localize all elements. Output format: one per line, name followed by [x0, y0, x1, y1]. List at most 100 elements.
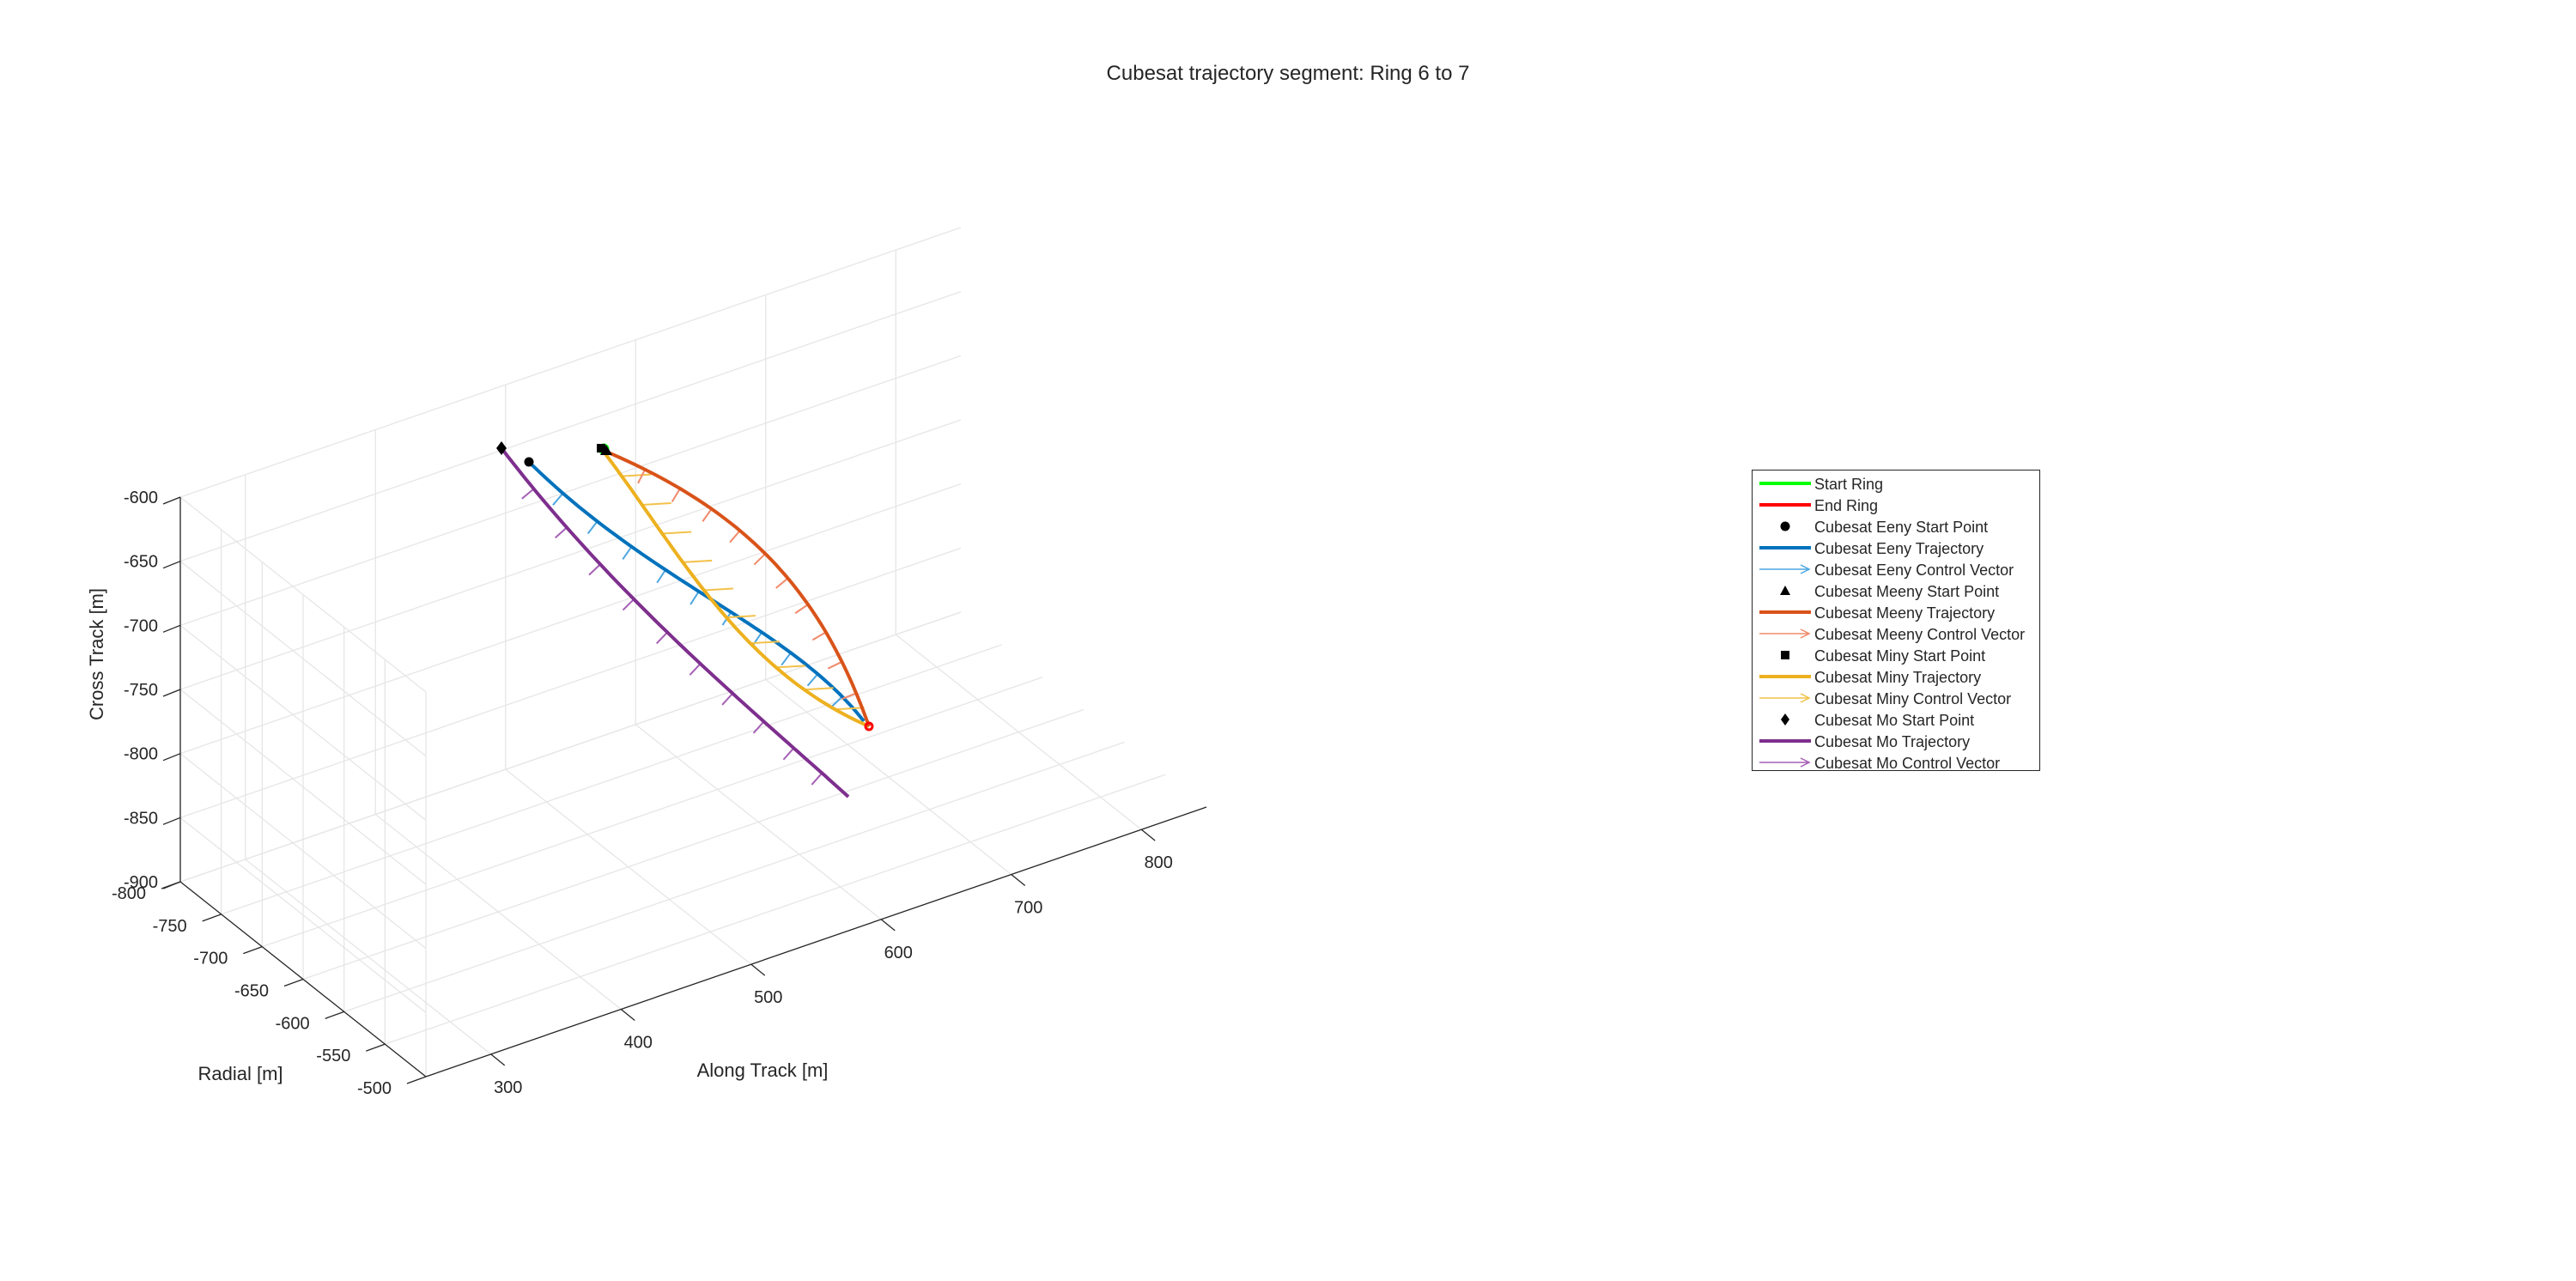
- legend-label: Cubesat Mo Control Vector: [1814, 755, 2001, 772]
- legend-entry: Cubesat Eeny Start Point: [1753, 516, 2041, 537]
- meeny-control-vector: [827, 660, 842, 670]
- legend-label: Cubesat Miny Trajectory: [1814, 669, 1982, 686]
- end-ring: [864, 721, 874, 732]
- legend-entry: Cubesat Mo Start Point: [1753, 709, 2041, 731]
- y-tick: [325, 1011, 344, 1019]
- legend-entry: End Ring: [1753, 495, 2041, 516]
- mo-trajectory: [500, 446, 850, 798]
- y-tick: [283, 978, 304, 987]
- legend-entry: Cubesat Miny Trajectory: [1753, 666, 2041, 688]
- grid-line-y: [343, 741, 1125, 1012]
- x-tick-label: 800: [1145, 853, 1173, 872]
- x-axis-label: Along Track [m]: [697, 1059, 829, 1081]
- z-tick: [162, 496, 181, 505]
- z-axis-label: Cross Track [m]: [86, 588, 107, 720]
- miny-control-vector: [683, 559, 713, 563]
- grid-line-y: [385, 774, 1166, 1045]
- x-tick: [490, 1053, 506, 1066]
- z-tick-label: -650: [124, 553, 158, 572]
- tick-labels: 300 400 500 600 700 800 -800 -750 -700 -650 -600 -5…: [112, 489, 1173, 1098]
- x-tick: [880, 919, 896, 932]
- grid-line-z: [179, 419, 962, 690]
- eeny-control-vector: [656, 569, 666, 584]
- meeny-control-vector: [841, 692, 857, 701]
- mo-control-vector: [689, 663, 702, 676]
- y-tick: [202, 914, 222, 922]
- y-tick-label: -500: [357, 1079, 392, 1098]
- legend-swatch: [1759, 503, 1811, 507]
- miny-start-point: [597, 444, 605, 452]
- y-tick-label: -700: [193, 950, 228, 968]
- miny-control-vector: [835, 707, 865, 711]
- meeny-control-vector: [637, 469, 647, 484]
- legend-swatch: [1759, 675, 1811, 678]
- grid-line-y: [221, 644, 1002, 915]
- legend-label: Cubesat Eeny Start Point: [1814, 519, 1989, 536]
- mo-start-point: [496, 441, 507, 455]
- legend-swatch: [1759, 628, 1811, 639]
- mo-control-vector: [588, 563, 601, 576]
- legend-swatch: [1759, 757, 1811, 768]
- y-tick: [243, 946, 263, 955]
- legend-swatch: [1781, 713, 1789, 725]
- x-tick-label: 500: [754, 988, 782, 1007]
- mo-control-vector: [521, 488, 535, 500]
- meeny-control-vector: [753, 553, 766, 566]
- legend-swatch: [1759, 693, 1811, 703]
- z-tick: [162, 624, 181, 633]
- grid-line-z: [179, 624, 427, 821]
- x-tick: [1140, 829, 1156, 841]
- legend-swatch: [1759, 739, 1811, 743]
- y-axis-label: Radial [m]: [197, 1063, 283, 1084]
- eeny-control-vector: [806, 673, 819, 687]
- eeny-trajectory: [527, 460, 866, 723]
- y-tick: [366, 1043, 386, 1052]
- y-tick-label: -750: [153, 917, 187, 936]
- legend-label: End Ring: [1814, 497, 1879, 514]
- grid-line-z: [179, 355, 962, 626]
- legend-swatch: [1780, 586, 1790, 595]
- legend-swatch: [1759, 546, 1811, 549]
- grid-line-z: [179, 611, 962, 883]
- meeny-control-vector: [794, 604, 809, 615]
- y-tick-label: -600: [276, 1014, 310, 1033]
- legend: Start Ring End Ring Cubesat Eeny Start Poi…: [1752, 470, 2041, 774]
- x-tick: [620, 1008, 635, 1022]
- miny-control-vector: [703, 587, 733, 592]
- z-tick-label: -900: [124, 873, 158, 892]
- eeny-control-vector: [781, 652, 792, 666]
- z-tick-label: -800: [124, 745, 158, 764]
- eeny-control-vector: [586, 520, 598, 535]
- z-tick: [162, 881, 181, 889]
- legend-label: Cubesat Meeny Trajectory: [1814, 604, 1996, 622]
- x-tick: [1011, 873, 1026, 887]
- y-tick-label: -800: [112, 884, 146, 903]
- legend-label: Cubesat Eeny Trajectory: [1814, 540, 1984, 557]
- legend-swatch: [1759, 482, 1811, 485]
- legend-entry: Cubesat Meeny Start Point: [1753, 580, 2041, 602]
- legend-entry: Cubesat Miny Control Vector: [1753, 688, 2041, 709]
- grid-line-z: [179, 817, 427, 1013]
- mo-control-vector: [782, 747, 795, 761]
- eeny-control-vector: [690, 591, 700, 605]
- legend-label: Cubesat Miny Start Point: [1814, 647, 1986, 665]
- grid-line-z: [179, 561, 427, 757]
- chart-title: Cubesat trajectory segment: Ring 6 to 7: [1106, 62, 1470, 85]
- grid-line-z: [179, 496, 427, 693]
- z-tick: [162, 817, 181, 825]
- z-tick-label: -750: [124, 681, 158, 700]
- meeny-control-vector: [671, 488, 681, 502]
- legend-entry: Cubesat Mo Control Vector: [1753, 752, 2041, 774]
- grid-lines: [179, 227, 1207, 1078]
- grid-line-y: [262, 677, 1043, 948]
- eeny-control-vector: [552, 492, 564, 506]
- legend-label: Cubesat Miny Control Vector: [1814, 690, 2012, 707]
- eeny-control-vector: [830, 695, 843, 708]
- axis-lines: [161, 496, 1207, 1084]
- meeny-control-vector: [775, 577, 789, 589]
- mo-control-vector: [811, 772, 823, 786]
- legend-entry: Cubesat Miny Start Point: [1753, 645, 2041, 666]
- legend-entry: Cubesat Meeny Trajectory: [1753, 602, 2041, 623]
